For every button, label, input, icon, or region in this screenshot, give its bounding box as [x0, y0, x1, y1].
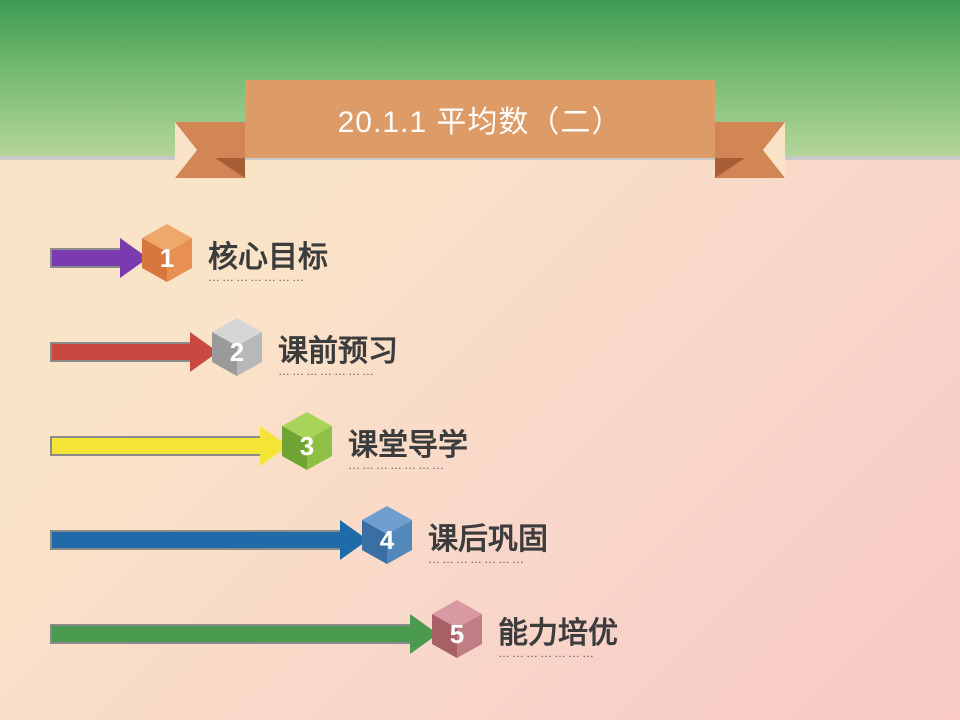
- ribbon-fold-right: [715, 158, 745, 178]
- ribbon-notch-left: [175, 122, 197, 178]
- nav-item-2: 2课前预习…………………: [50, 314, 920, 408]
- nav-item-5: 5能力培优…………………: [50, 596, 920, 690]
- arrow-body-icon: [50, 436, 260, 456]
- nav-item-1: 1核心目标…………………: [50, 220, 920, 314]
- item-number: 3: [278, 431, 336, 462]
- arrow-body-icon: [50, 624, 410, 644]
- item-number: 4: [358, 525, 416, 556]
- ribbon-notch-right: [763, 122, 785, 178]
- title-ribbon: 20.1.1 平均数（二）: [215, 80, 745, 200]
- ribbon-fold-left: [215, 158, 245, 178]
- item-number: 2: [208, 337, 266, 368]
- item-number: 1: [138, 243, 196, 274]
- item-number: 5: [428, 619, 486, 650]
- dots-underline: …………………: [348, 458, 523, 472]
- dots-underline: …………………: [498, 646, 673, 660]
- dots-underline: …………………: [428, 552, 603, 566]
- arrow-body-icon: [50, 342, 190, 362]
- ribbon-title: 20.1.1 平均数（二）: [245, 80, 715, 158]
- dots-underline: …………………: [278, 364, 453, 378]
- nav-item-4: 4课后巩固…………………: [50, 502, 920, 596]
- arrow-body-icon: [50, 530, 340, 550]
- nav-item-3: 3课堂导学…………………: [50, 408, 920, 502]
- items-list: 1核心目标………………… 2课前预习………………… 3课堂导学………………… 4…: [50, 220, 920, 690]
- dots-underline: …………………: [208, 270, 383, 284]
- arrow-body-icon: [50, 248, 120, 268]
